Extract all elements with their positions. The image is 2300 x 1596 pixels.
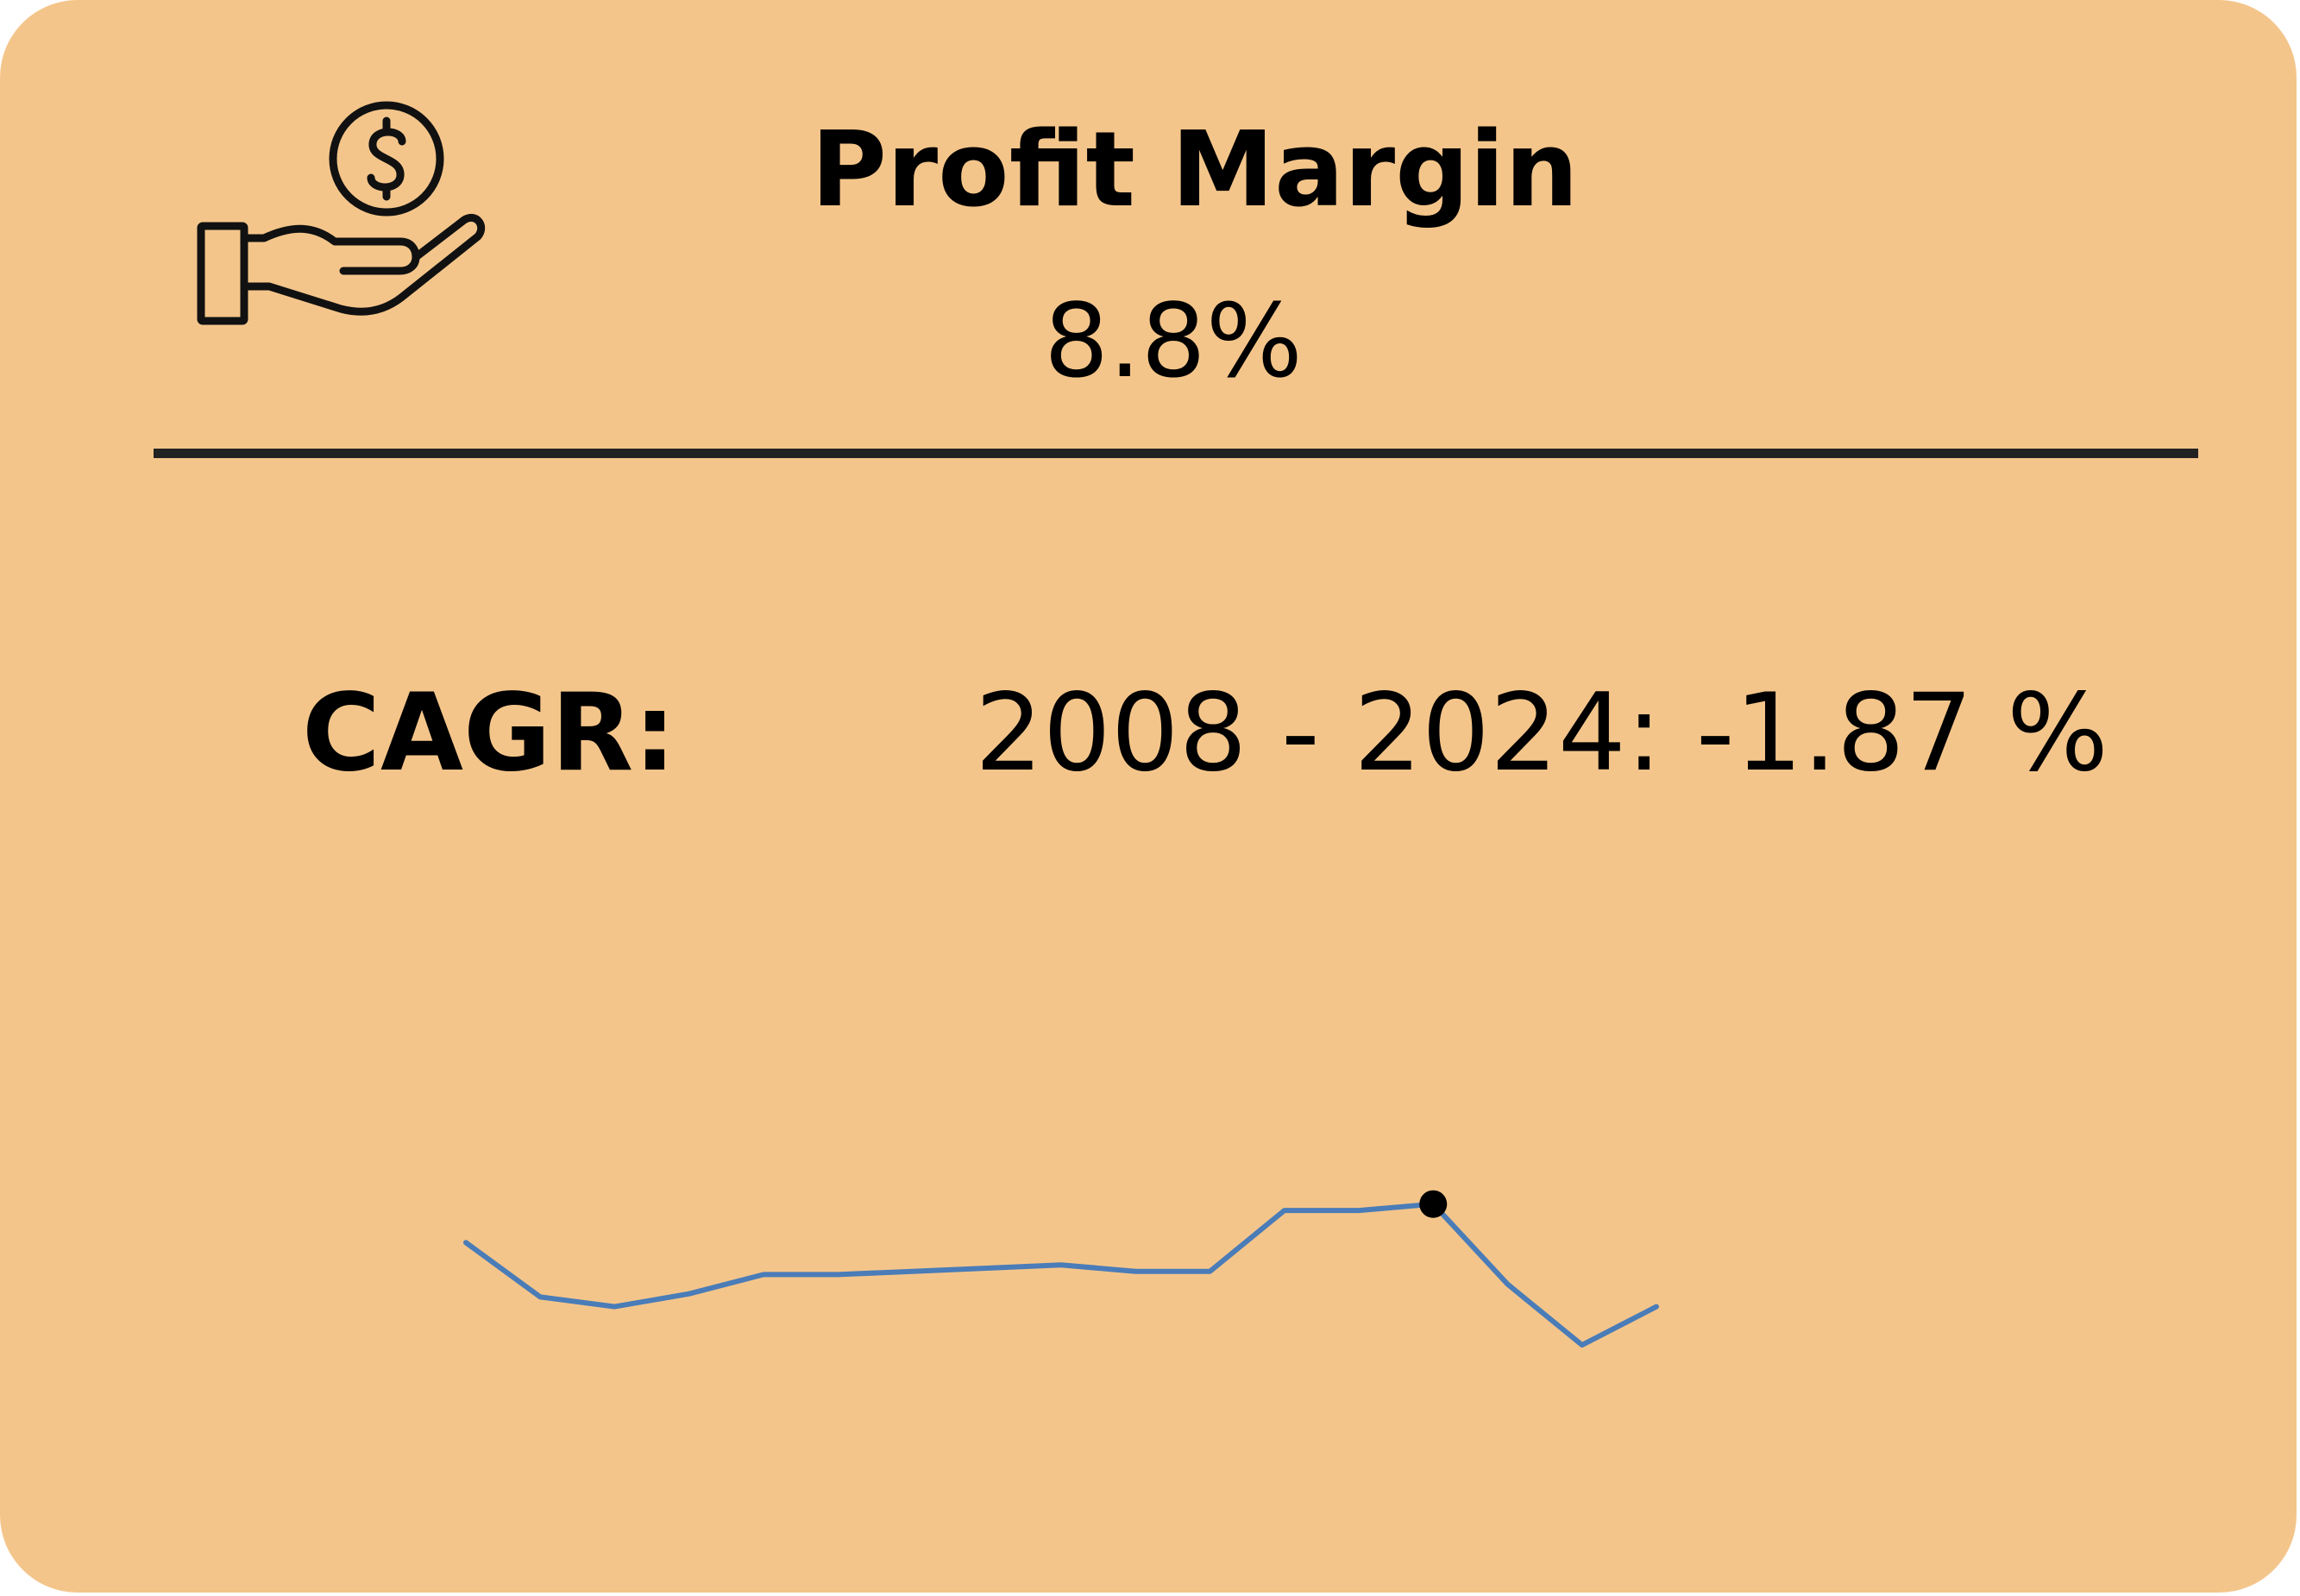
hand-holding-dollar-icon xyxy=(197,101,486,325)
profit-margin-value: 8.8% xyxy=(1044,281,1303,400)
sparkline-series-line xyxy=(463,1201,1659,1348)
cagr-value: 2008 - 2024: -1.87 % xyxy=(975,671,2108,795)
card-title: Profit Margin xyxy=(811,110,1579,230)
sparkline-highlight-point xyxy=(1419,1190,1448,1218)
divider xyxy=(154,449,2198,458)
profit-margin-sparkline xyxy=(463,1190,1659,1348)
cagr-label: CAGR: xyxy=(302,671,676,795)
